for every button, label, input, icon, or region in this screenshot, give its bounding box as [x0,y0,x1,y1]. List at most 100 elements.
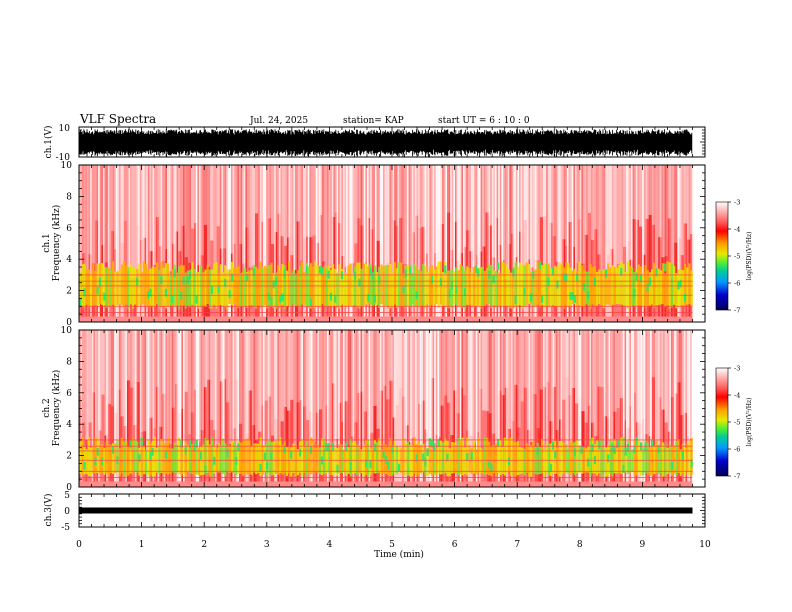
ch1-spectrogram-band-peak [439,278,442,286]
ch1-spectrogram-fade [162,165,166,262]
ch2-spectrogram-fade [299,330,303,401]
ch2-spectrogram-band [512,441,515,475]
ch2-spectrogram-band [611,442,614,477]
ch1-spectrogram-fade [280,165,284,237]
ch1-spectrogram-fade [229,165,233,254]
ch1-spectrogram-streak [179,165,182,322]
ch1-spectrogram-band [409,266,412,308]
ch2-spectrogram-streak [130,330,132,487]
ch1-spectrogram-streak [392,165,395,322]
ch1-spectrogram-band [145,263,148,307]
ch2-spectrogram-fade [523,330,527,388]
ch2-spectrogram-fade [453,330,457,391]
ch1-spectrogram-streak [399,165,401,322]
ch2-spectrogram-fade [370,330,374,433]
ch2-spectrogram-fade [383,330,387,386]
ch2-spectrogram-fade [155,330,159,387]
ch2-spectrogram-fade [459,330,463,388]
ch2-spectrogram-band-peak [283,445,286,454]
ch2-spectrogram-streak [295,330,297,487]
ch1-spectrogram-streak [563,165,566,322]
ch2-spectrogram-band [373,440,376,474]
ch1-spectrogram-band-peak [552,267,555,276]
ch1-spectrogram-streak [349,165,351,322]
ch2-spectrogram-band [318,447,321,475]
ch1-spectrogram-fade [552,165,556,237]
ch1-spectrogram-fade [629,165,633,260]
ch1-spectrogram-streak [93,165,95,322]
ch2-spectrogram-fade [635,330,639,423]
ch1-spectrogram-band [644,265,647,308]
ch2-spectrogram-streak [443,330,446,487]
ch1-spectrogram-streak [275,165,278,322]
ch1-spectrogram-fade [235,165,239,283]
ch2-spectrogram-band [677,439,680,473]
ch2-spectrogram-band [578,445,581,473]
ch1-spectrogram-streak [394,165,396,322]
ch1-spectrogram-streak [343,165,345,322]
ch1-spectrogram-fade [504,165,508,279]
ch1-spectrogram-streak [96,165,99,322]
ch2-spectrogram-ytick-label: 6 [66,389,72,399]
ch1-spectrogram-band [479,267,482,309]
ch1-spectrogram-band-peak [582,282,585,291]
ch2-spectrogram-band [413,437,416,474]
ch2-spectrogram-fade [395,330,399,406]
ch1-spectrogram-band-peak [195,295,198,304]
ch1-spectrogram-streak [163,165,166,322]
ch2-spectrogram-streak [155,330,158,487]
ch2-spectrogram-fade [517,330,521,428]
ch2-spectrogram-fade [645,330,649,435]
ch1-spectrogram-band [314,261,317,308]
ch2-spectrogram-fade [408,330,412,443]
ch1-spectrogram-band [360,268,363,307]
ch1-spectrogram-band [494,270,497,308]
ch1-spectrogram-streak [269,165,271,322]
ch2-spectrogram-band [94,437,97,474]
ch2-spectrogram-streak [427,330,430,487]
ch2-spectrogram-streak [459,330,462,487]
ch2-spectrogram-ytick-label: 10 [61,326,73,336]
ch2-spectrogram-band [285,447,288,477]
ch1-spectrogram-fade [488,165,492,226]
ch1-spectrogram-band [433,269,436,305]
ch1-spectrogram-band [281,264,284,306]
ch1-spectrogram-streak [666,165,668,322]
ch2-spectrogram-streak [472,330,475,487]
ch2-spectrogram-streak [418,330,420,487]
ch2-spectrogram-band [226,446,229,473]
ch1-spectrogram-fade [562,165,566,240]
ch2-spectrogram-streak [301,330,303,487]
ch2-spectrogram-band [486,437,489,475]
ch1-spectrogram-band-peak [173,269,176,278]
ch2-spectrogram-band [307,445,310,474]
ch2-spectrogram-band [684,447,687,476]
ch2-spectrogram-band-peak [415,454,418,463]
ch1-spectrogram-streak [322,165,324,322]
ch2-spectrogram-band [246,438,249,475]
ch1-spectrogram-fade [568,165,572,222]
ch2-spectrogram-fade [239,330,243,424]
ch1-spectrogram-band-peak [475,265,478,274]
ch1-spectrogram-fade [114,165,118,250]
ch1-spectrogram-fade [127,165,131,270]
ch2-spectrogram-fade [248,330,252,391]
ch2-spectrogram-band [637,440,640,473]
ch1-spectrogram-band-peak [464,288,467,297]
ch1-spectrogram-streak [120,165,123,322]
ch1-spectrogram-band [347,265,350,306]
ch1-spectrogram-band-peak [228,290,231,298]
ch2-spectrogram-band [483,437,486,475]
ch1-spectrogram-streak [567,165,569,322]
ch1-spectrogram-band [563,267,566,309]
ch2-spectrogram-streak [567,330,569,487]
ch1-spectrogram-fade [421,165,425,227]
ch1-spectrogram-streak [562,165,564,322]
ch1-spectrogram-band [483,270,486,306]
ch2-spectrogram-fade [639,330,643,424]
ch1-spectrogram-streak [186,165,188,322]
ch1-spectrogram-streak [218,165,220,322]
ch2-spectrogram-fade [648,330,652,437]
